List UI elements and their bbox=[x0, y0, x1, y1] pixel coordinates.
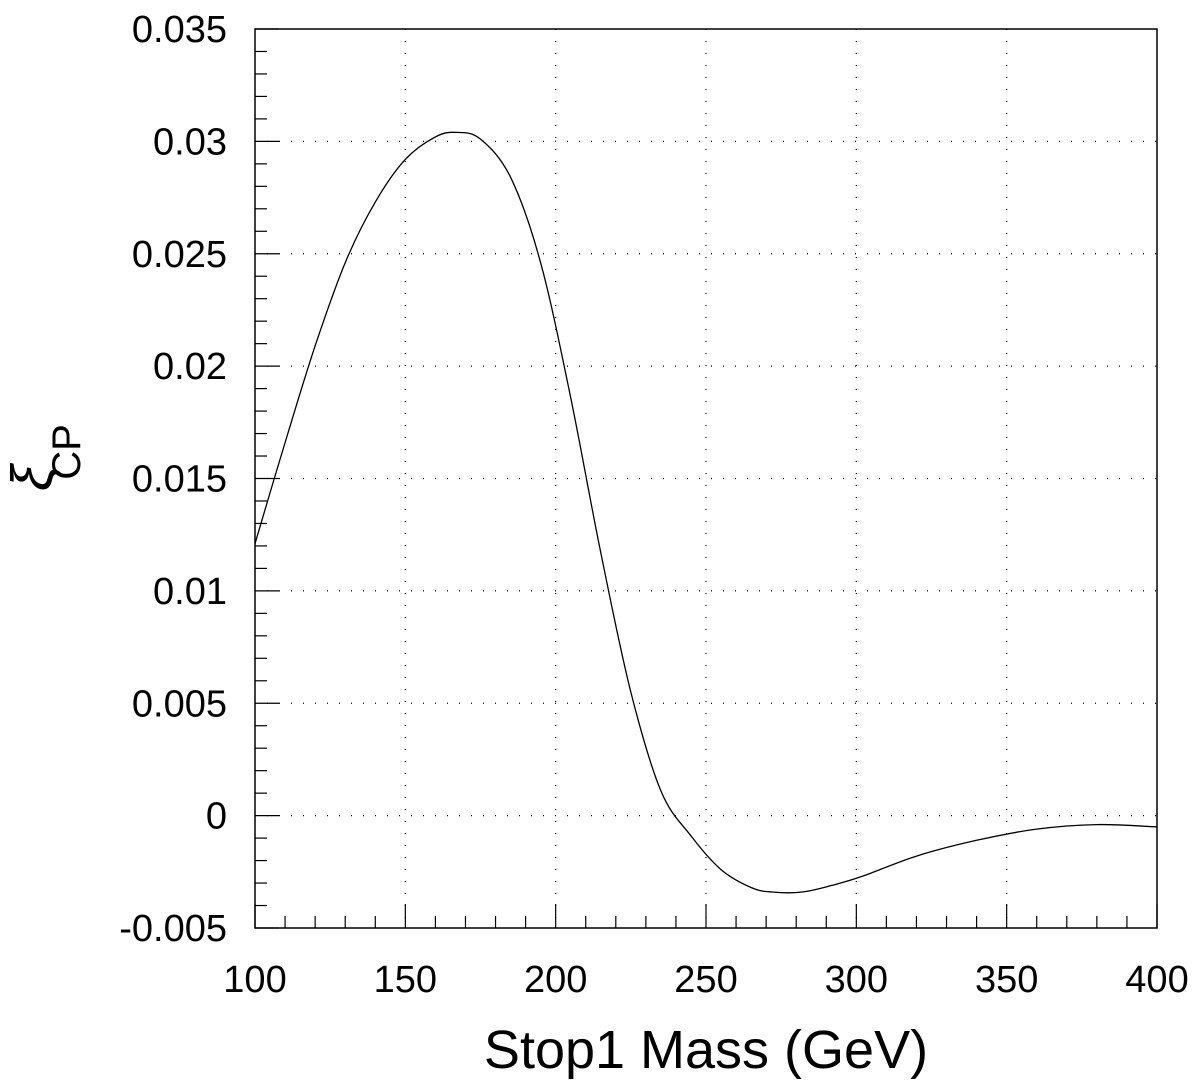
y-axis-label-symbol: ξ bbox=[0, 462, 65, 491]
y-tick-label: 0.005 bbox=[132, 683, 227, 725]
x-axis-label: Stop1 Mass (GeV) bbox=[484, 1020, 928, 1080]
grid-layer bbox=[255, 29, 1157, 928]
y-tick-label: 0.02 bbox=[153, 346, 227, 388]
y-tick-label: -0.005 bbox=[119, 908, 227, 950]
x-tick-label: 300 bbox=[825, 959, 888, 1001]
x-tick-label: 350 bbox=[975, 959, 1038, 1001]
plot-frame bbox=[254, 28, 1158, 929]
y-tick-label: 0.01 bbox=[153, 571, 227, 613]
y-tick-label: 0 bbox=[206, 796, 227, 838]
x-tick-label: 150 bbox=[374, 959, 437, 1001]
x-tick-label: 400 bbox=[1125, 959, 1188, 1001]
tick-label-layer: 100 150 200 250 300 350 400 -0.005 0 0.005 0.01 0.0… bbox=[119, 9, 1188, 1001]
y-tick-label: 0.015 bbox=[132, 459, 227, 501]
x-tick-label: 250 bbox=[674, 959, 737, 1001]
y-tick-label: 0.025 bbox=[132, 234, 227, 276]
y-axis-label-subscript: CP bbox=[45, 424, 89, 480]
y-axis-label: ξ CP bbox=[0, 424, 89, 491]
x-tick-label: 200 bbox=[524, 959, 587, 1001]
x-tick-label: 100 bbox=[223, 959, 286, 1001]
tick-layer bbox=[254, 28, 1158, 929]
series-line bbox=[254, 131, 1158, 894]
y-tick-label: 0.035 bbox=[132, 9, 227, 51]
y-tick-label: 0.03 bbox=[153, 121, 227, 163]
